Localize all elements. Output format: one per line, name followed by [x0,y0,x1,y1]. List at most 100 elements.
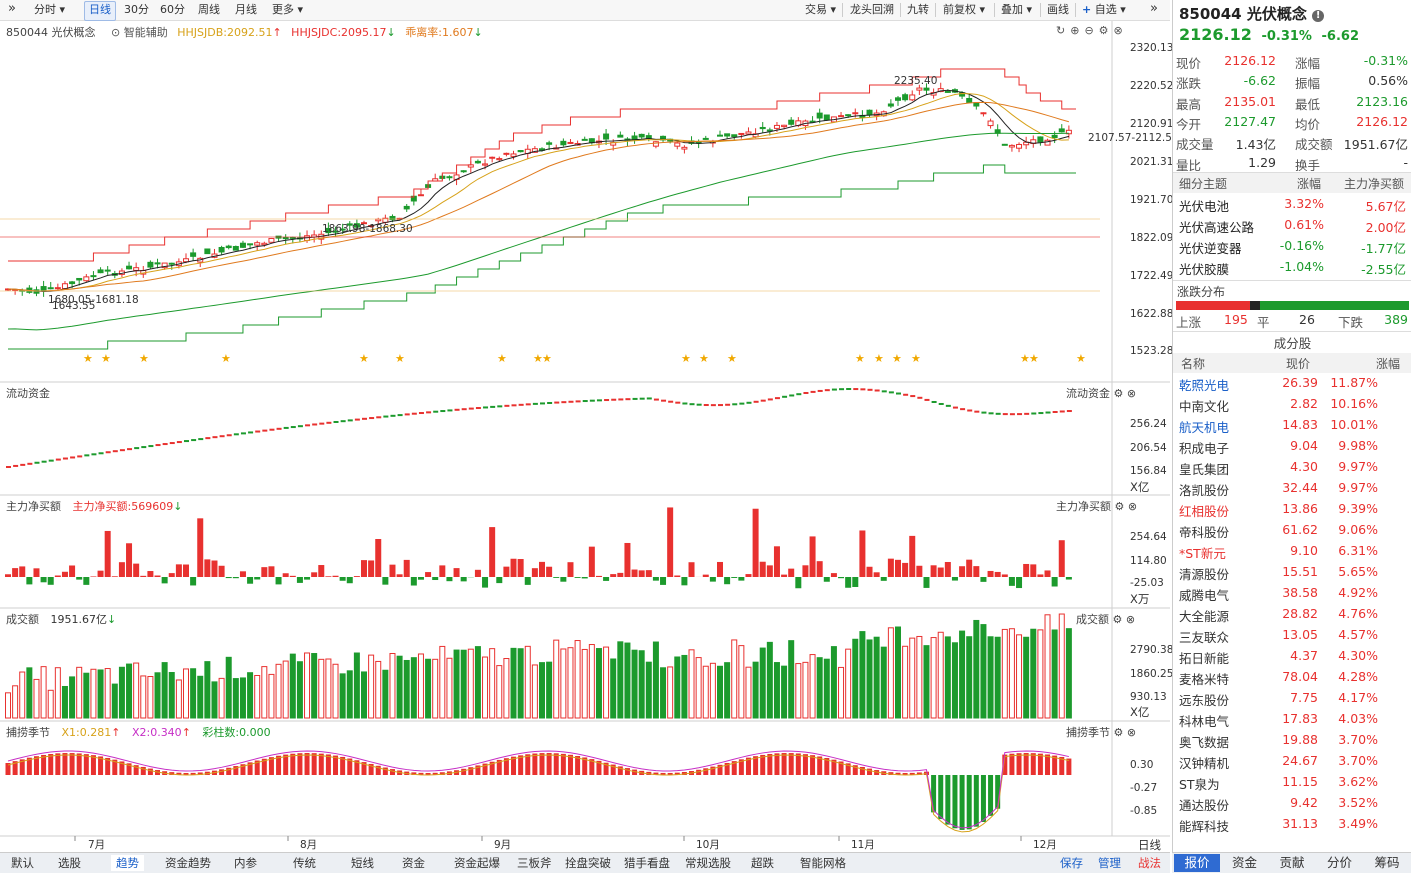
chart-controls[interactable]: ↻⊕⊖⚙⊗ [1056,24,1128,37]
stock-pct: 4.17% [1338,690,1378,705]
bottom-action-button[interactable]: 战法 [1133,855,1166,871]
close-icon[interactable]: ⊗ [1114,24,1128,37]
theme-row[interactable]: 光伏逆变器-0.16%-1.77亿 [1173,236,1411,256]
quote-label: 量比 [1176,155,1201,174]
settings-icon[interactable]: ⚙ [1113,613,1123,626]
season-x2: X2:0.340 [132,726,182,739]
quote-value: 2123.16 [1356,94,1408,109]
assist-toggle[interactable]: ⊙ 智能辅助 [111,26,168,39]
settings-icon[interactable]: ⚙ [1114,387,1124,400]
settings-icon[interactable]: ⚙ [1114,726,1124,739]
right-tab[interactable]: 资金 [1222,854,1268,872]
adjust-select[interactable]: 前复权 ▾ [939,1,989,19]
zoom-in-icon[interactable]: ⊕ [1070,24,1084,37]
close-icon[interactable]: ⊗ [1128,500,1137,513]
strategy-tab[interactable]: 超跌 [746,855,779,871]
flat-label: 平 [1257,312,1270,331]
strategy-tab[interactable]: 选股 [53,855,86,871]
refresh-icon[interactable]: ↻ [1056,24,1070,37]
strategy-tab[interactable]: 智能网格 [795,855,851,871]
netbuy-right-label: 主力净买额 [1056,500,1111,513]
bottom-action-button[interactable]: 管理 [1093,855,1126,871]
strategy-tab[interactable]: 短线 [346,855,379,871]
right-tab[interactable]: 贡献 [1269,854,1315,872]
nine-turn-button[interactable]: 九转 [903,1,933,19]
info-icon[interactable]: ! [1312,10,1324,22]
quote-value: -6.62 [1244,73,1276,88]
settings-icon[interactable]: ⚙ [1115,500,1125,513]
draw-button[interactable]: 画线 [1043,1,1073,19]
strategy-tab[interactable]: 三板斧 [512,855,557,871]
close-icon[interactable]: ⊗ [1126,613,1135,626]
settings-icon[interactable]: ⚙ [1099,24,1114,37]
strategy-tab[interactable]: 常规选股 [680,855,736,871]
overlay-select[interactable]: 叠加 ▾ [997,1,1036,19]
tab-monthly[interactable]: 月线 [231,1,261,19]
stock-price: 78.04 [1282,669,1318,684]
close-icon[interactable]: ⊗ [1127,387,1136,400]
tab-daily[interactable]: 日线 [84,1,116,21]
tab-more[interactable]: 更多 ▾ [268,1,307,19]
strategy-tab[interactable]: 传统 [288,855,321,871]
strategy-tab[interactable]: 资金趋势 [160,855,216,871]
collapse-left-icon[interactable]: » [4,0,20,18]
svg-text:★: ★ [727,352,737,365]
stock-pct: 4.92% [1338,585,1378,600]
up-label: 上涨 [1176,312,1201,331]
strategy-tab[interactable]: 资金 [397,855,430,871]
strategy-tab[interactable]: 猎手看盘 [619,855,675,871]
theme-row[interactable]: 光伏胶膜-1.04%-2.55亿 [1173,257,1411,277]
bottom-action-button[interactable]: 保存 [1055,855,1088,871]
tab-60min[interactable]: 60分 [156,1,189,19]
strategy-tab[interactable]: 趋势 [111,855,144,871]
strategy-tab[interactable]: 资金起爆 [449,855,505,871]
strategy-tab[interactable]: 内参 [229,855,262,871]
leader-review-button[interactable]: 龙头回溯 [846,1,898,19]
svg-text:★: ★ [681,352,691,365]
right-tabs: 报价资金贡献分价筹码 [1172,852,1411,873]
right-tab[interactable]: 报价 [1174,854,1220,872]
trade-button[interactable]: 交易 ▾ [801,1,840,19]
zoom-out-icon[interactable]: ⊖ [1084,24,1098,37]
axis-tick: 1860.25 [1130,668,1173,680]
watchlist-button[interactable]: + 自选 ▾ [1078,1,1130,19]
right-tab[interactable]: 分价 [1317,854,1363,872]
flow-panel-right-label: 流动资金 [1066,387,1110,400]
right-tab[interactable]: 筹码 [1364,854,1410,872]
axis-tick: 1622.88 [1130,308,1173,320]
collapse-right-icon[interactable]: » [1146,0,1162,18]
strategy-tab[interactable]: 默认 [6,855,39,871]
close-icon[interactable]: ⊗ [1127,726,1136,739]
tab-30min[interactable]: 30分 [120,1,153,19]
arrow-down-icon: ↓ [173,500,182,513]
tab-weekly[interactable]: 周线 [194,1,224,19]
stock-pct: 9.06% [1338,522,1378,537]
tab-fenshi[interactable]: 分时 ▾ [30,1,69,19]
strategy-tab[interactable]: 拴盘突破 [560,855,616,871]
